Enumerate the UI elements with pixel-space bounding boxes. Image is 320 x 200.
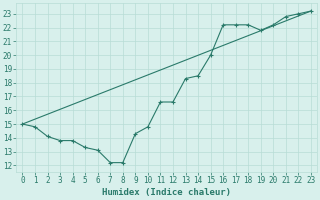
X-axis label: Humidex (Indice chaleur): Humidex (Indice chaleur) [102, 188, 231, 197]
